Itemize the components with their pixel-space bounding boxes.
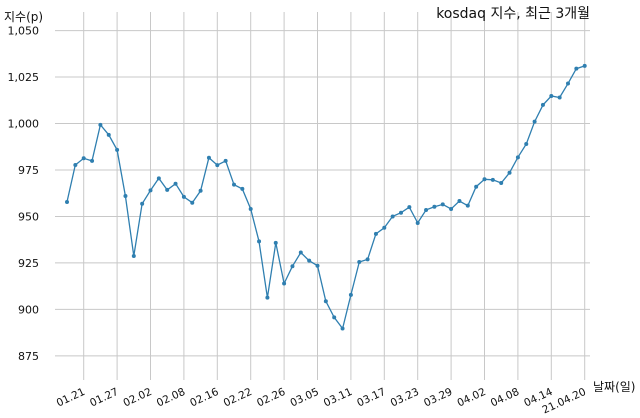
data-point [465, 203, 470, 208]
y-tick-label: 1,000 [8, 118, 40, 131]
data-point [315, 263, 320, 268]
data-point [173, 181, 178, 186]
data-point [482, 177, 487, 182]
data-point [148, 188, 153, 193]
data-point [257, 239, 262, 244]
data-point [282, 281, 287, 286]
data-point [290, 264, 295, 269]
y-tick-label: 875 [18, 350, 39, 363]
data-point [307, 258, 312, 263]
data-point [490, 177, 495, 182]
data-point [248, 207, 253, 212]
data-point [273, 240, 278, 245]
x-tick-label: 03.23 [389, 386, 421, 410]
data-point [357, 259, 362, 264]
data-point [515, 155, 520, 160]
x-tick-label: 03.17 [355, 386, 387, 410]
y-axis-ticks: 875 900 925 950 975 1,000 1,025 1,050 [8, 25, 40, 363]
data-point [424, 207, 429, 212]
data-point [549, 94, 554, 99]
data-point [332, 315, 337, 320]
x-tick-label: 01.27 [88, 386, 120, 410]
data-point [399, 210, 403, 215]
data-point [123, 194, 128, 198]
data-point [190, 200, 195, 205]
x-tick-label: 04.02 [455, 386, 487, 410]
kosdaq-series-line [66, 65, 585, 330]
data-point [557, 95, 562, 100]
data-point [440, 202, 445, 207]
data-point [365, 257, 370, 262]
data-point [98, 122, 103, 127]
data-point [390, 214, 395, 219]
y-axis-label: 지수(p) [4, 10, 44, 24]
data-point [223, 158, 228, 163]
x-tick-label: 01.21 [55, 386, 87, 410]
data-point [215, 163, 220, 168]
data-point [181, 194, 186, 199]
data-point [566, 81, 570, 86]
data-point [449, 207, 454, 212]
x-tick-label: 02.08 [155, 386, 187, 410]
data-point [298, 250, 303, 255]
x-tick-label: 02.02 [121, 386, 153, 410]
x-tick-label: 02.16 [188, 386, 221, 410]
data-point [131, 254, 136, 259]
data-point [474, 184, 479, 189]
data-point [340, 326, 345, 331]
y-tick-label: 1,050 [8, 25, 40, 38]
data-point [115, 147, 120, 152]
data-point [165, 187, 170, 192]
kosdaq-series-points [65, 63, 587, 331]
data-point [415, 220, 420, 225]
y-tick-label: 975 [18, 164, 39, 177]
x-tick-label: 03.29 [422, 386, 454, 410]
data-point [524, 141, 529, 146]
data-point [382, 225, 387, 230]
x-tick-label: 04.08 [489, 386, 521, 410]
data-point [206, 155, 211, 160]
data-point [81, 156, 86, 161]
data-point [532, 119, 537, 124]
data-point [574, 66, 579, 71]
data-point [65, 199, 69, 204]
y-tick-label: 900 [18, 303, 39, 316]
x-tick-label: 02.22 [222, 386, 254, 410]
x-tick-label: 02.26 [255, 386, 288, 410]
data-point [140, 201, 145, 206]
data-point [265, 295, 270, 300]
data-point [582, 63, 587, 68]
y-tick-label: 1,025 [8, 71, 40, 84]
data-point [156, 176, 161, 181]
data-point [507, 170, 512, 175]
data-point [73, 162, 78, 167]
data-point [457, 199, 462, 204]
data-point [232, 182, 236, 187]
data-point [240, 186, 245, 191]
x-tick-label: 03.11 [322, 386, 354, 410]
data-point [432, 204, 437, 209]
x-axis-label: 날짜(일) [593, 380, 636, 394]
x-tick-label: 03.05 [288, 386, 320, 410]
data-point [407, 205, 412, 210]
y-tick-label: 925 [18, 257, 39, 270]
data-point [540, 102, 545, 107]
data-point [373, 231, 378, 236]
data-point [499, 180, 504, 185]
y-tick-label: 950 [18, 210, 39, 223]
x-axis-ticks: 01.21 01.27 02.02 02.08 02.16 02.22 02.26 03.05… [55, 386, 588, 417]
data-point [198, 188, 203, 193]
data-point [90, 158, 95, 163]
grid-lines [55, 12, 590, 380]
chart-title: kosdaq 지수, 최근 3개월 [436, 6, 590, 22]
data-point [106, 132, 111, 137]
data-point [348, 292, 353, 297]
data-point [323, 299, 328, 304]
